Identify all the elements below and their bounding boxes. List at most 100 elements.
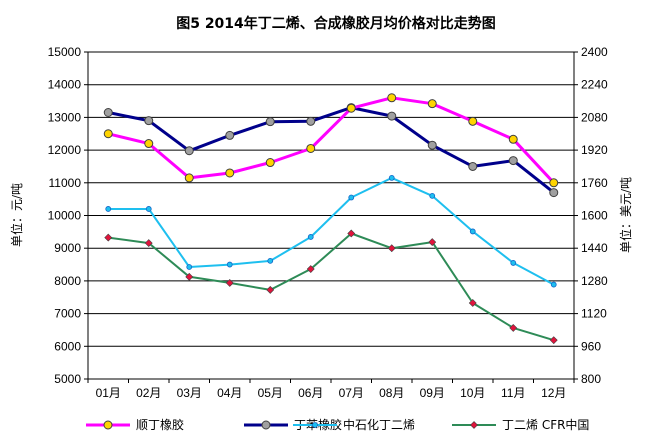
series-1: [103, 93, 559, 188]
right-axis: 2400 2240 2080 1920 1760 1600 1440 1280 1120 960 8…: [574, 45, 608, 386]
right-tick-label: 2400: [581, 45, 608, 59]
data-point: [225, 130, 235, 140]
x-tick-label: 07月: [339, 386, 364, 400]
series-3-line: [108, 176, 555, 286]
data-point: [184, 173, 194, 183]
data-point: [225, 279, 234, 287]
legend: 顺丁橡胶 丁苯橡胶 中石化丁二烯 丁二烯 CFR中国: [86, 417, 589, 432]
data-point: [226, 261, 233, 268]
data-point: [427, 140, 437, 150]
data-point: [144, 139, 154, 149]
legend-item-3: 中石化丁二烯: [293, 417, 415, 432]
right-tick-label: 1920: [581, 143, 608, 157]
data-point: [186, 264, 193, 270]
x-tick-label: 01月: [96, 386, 121, 400]
right-tick-label: 800: [581, 372, 601, 386]
x-tick-label: 06月: [298, 386, 323, 400]
left-tick-label: 5000: [54, 372, 81, 386]
data-point: [185, 272, 194, 281]
left-axis-label: 单位：元/吨: [9, 183, 24, 247]
legend-label: 中石化丁二烯: [343, 417, 415, 432]
right-tick-label: 1280: [581, 274, 608, 288]
series-4: [104, 229, 558, 345]
data-point: [265, 117, 275, 127]
series-3: [105, 174, 557, 288]
data-point: [508, 156, 518, 166]
legend-label: 顺丁橡胶: [136, 417, 184, 432]
data-point: [346, 103, 356, 113]
x-axis: 01月 02月 03月 04月 05月 06月 07月 08月 09月 10月 11月 12月: [87, 379, 575, 400]
chart-title: 图5 2014年丁二烯、合成橡胶月均价格对比走势图: [176, 15, 496, 32]
data-point: [429, 192, 436, 199]
data-point: [428, 238, 437, 246]
left-tick-label: 8000: [54, 274, 81, 288]
legend-marker: [103, 420, 113, 430]
left-tick-label: 12000: [48, 143, 82, 157]
data-point: [549, 188, 559, 198]
right-tick-label: 1760: [581, 176, 608, 190]
data-point: [103, 107, 113, 117]
x-tick-label: 04月: [217, 386, 242, 400]
right-axis-label: 单位：美元/吨: [618, 177, 633, 253]
data-point: [267, 257, 274, 264]
data-point: [549, 178, 559, 188]
data-point: [265, 158, 275, 168]
legend-marker: [470, 421, 478, 429]
series-2-line: [108, 106, 555, 194]
left-tick-label: 9000: [54, 241, 81, 255]
right-tick-label: 960: [581, 339, 601, 353]
series-1-line: [107, 96, 555, 184]
data-point: [348, 194, 355, 201]
data-point: [266, 285, 275, 294]
right-tick-label: 1120: [581, 307, 607, 321]
left-tick-label: 15000: [48, 45, 82, 59]
data-point: [387, 111, 397, 121]
data-point: [105, 206, 112, 212]
data-point: [549, 336, 558, 345]
data-point: [508, 134, 518, 144]
data-point: [347, 229, 356, 238]
legend-item-4: 丁二烯 CFR中国: [452, 417, 589, 432]
series-4-line: [108, 232, 555, 342]
data-point: [225, 168, 235, 178]
data-point: [469, 228, 476, 235]
x-tick-label: 12月: [541, 386, 566, 400]
data-point: [306, 143, 316, 153]
left-tick-label: 13000: [48, 110, 82, 124]
data-point: [387, 93, 397, 103]
legend-label: 丁二烯 CFR中国: [502, 417, 589, 432]
data-point: [104, 233, 113, 242]
data-point: [387, 244, 396, 253]
right-tick-label: 2240: [581, 78, 608, 92]
series-group: [103, 93, 559, 345]
left-tick-label: 7000: [54, 307, 81, 321]
right-tick-label: 1600: [581, 209, 608, 223]
data-point: [145, 206, 152, 212]
x-tick-label: 08月: [379, 386, 404, 400]
legend-item-1: 顺丁橡胶: [86, 417, 184, 432]
x-tick-label: 05月: [258, 386, 283, 400]
data-point: [144, 239, 153, 248]
left-tick-label: 10000: [48, 209, 82, 223]
data-point: [388, 174, 395, 181]
data-point: [468, 299, 477, 307]
x-tick-label: 02月: [136, 386, 161, 400]
legend-marker: [312, 422, 318, 428]
data-point: [184, 146, 194, 156]
x-tick-label: 09月: [420, 386, 445, 400]
legend-marker: [261, 420, 271, 430]
data-point: [427, 99, 437, 109]
data-point: [144, 116, 154, 126]
data-point: [468, 116, 478, 126]
data-point: [306, 116, 316, 126]
data-point: [509, 323, 518, 332]
x-tick-label: 11月: [501, 386, 525, 400]
data-point: [103, 129, 113, 139]
data-point: [468, 161, 478, 171]
right-tick-label: 2080: [581, 110, 608, 124]
x-tick-label: 10月: [460, 386, 485, 400]
left-tick-label: 14000: [48, 78, 82, 92]
data-point: [307, 234, 314, 240]
right-tick-label: 1440: [581, 241, 608, 255]
